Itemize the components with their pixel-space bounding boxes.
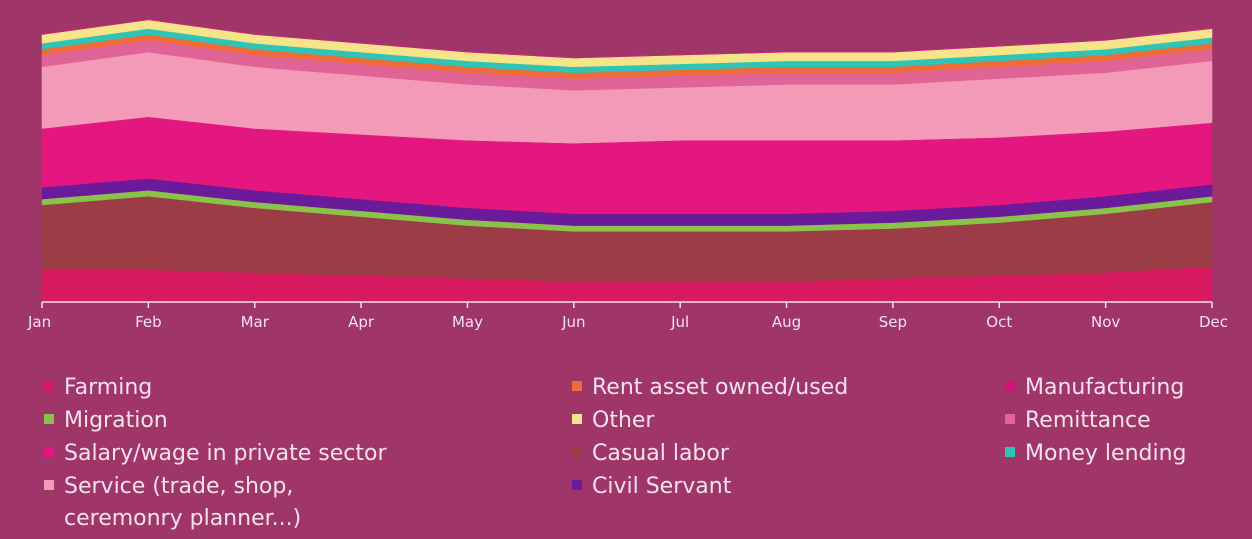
legend-swatch	[44, 480, 54, 490]
legend-label: Migration	[64, 408, 168, 433]
x-tick-label: Nov	[1091, 313, 1120, 331]
legend-item: Remittance	[1005, 405, 1151, 437]
legend-item: Money lending	[1005, 438, 1187, 470]
legend-swatch	[572, 381, 582, 391]
x-tick-label: Dec	[1199, 313, 1228, 331]
x-tick-label: Jan	[27, 313, 51, 331]
legend-label: Other	[592, 408, 655, 433]
x-tick-label: Aug	[772, 313, 801, 331]
legend-swatch	[44, 447, 54, 457]
legend-item: Migration	[44, 405, 168, 437]
legend-label: Remittance	[1025, 408, 1151, 433]
legend-label: Farming	[64, 375, 153, 400]
legend-label: Civil Servant	[592, 474, 732, 499]
legend-swatch	[1005, 447, 1015, 457]
x-tick-label: Oct	[986, 313, 1012, 331]
legend-label: Casual labor	[592, 441, 729, 466]
legend-swatch	[572, 447, 582, 457]
stacked-area-chart: Jan Feb Mar Apr May Jun Jul Aug Sep Oct Nov Dec	[27, 19, 1228, 331]
x-tick-label: Jun	[561, 313, 585, 331]
legend-swatch	[572, 480, 582, 490]
legend-swatch	[44, 381, 54, 391]
legend-swatch	[1005, 381, 1015, 391]
legend-item: Other	[572, 405, 654, 437]
legend-item: Civil Servant	[572, 471, 731, 503]
legend-item: Salary/wage in private sector	[44, 438, 387, 470]
x-tick-label: Jul	[670, 313, 689, 331]
legend-label-continued: ceremonry planner...)	[64, 506, 302, 531]
x-tick-label: Apr	[348, 313, 375, 331]
x-tick-label: Sep	[879, 313, 907, 331]
legend-label: Money lending	[1025, 441, 1187, 466]
legend-swatch	[572, 414, 582, 424]
x-tick-label: Feb	[135, 313, 162, 331]
legend-item: Service (trade, shop, ceremonry planner..…	[44, 471, 301, 535]
legend-swatch	[1005, 414, 1015, 424]
area-series-group	[41, 19, 1213, 303]
legend-item: Manufacturing	[1005, 372, 1184, 404]
legend-item: Rent asset owned/used	[572, 372, 848, 404]
x-tick-label: Mar	[241, 313, 270, 331]
legend-swatch	[44, 414, 54, 424]
legend-label: Manufacturing	[1025, 375, 1185, 400]
x-axis-ticks: Jan Feb Mar Apr May Jun Jul Aug Sep Oct Nov Dec	[27, 302, 1228, 331]
legend-label: Rent asset owned/used	[592, 375, 849, 400]
legend-item: Farming	[44, 372, 152, 404]
x-tick-label: May	[452, 313, 483, 331]
legend-label: Salary/wage in private sector	[64, 441, 387, 466]
area-manufacturing	[41, 19, 1213, 59]
legend-label: Service (trade, shop,	[64, 474, 294, 499]
legend-item: Casual labor	[572, 438, 729, 470]
